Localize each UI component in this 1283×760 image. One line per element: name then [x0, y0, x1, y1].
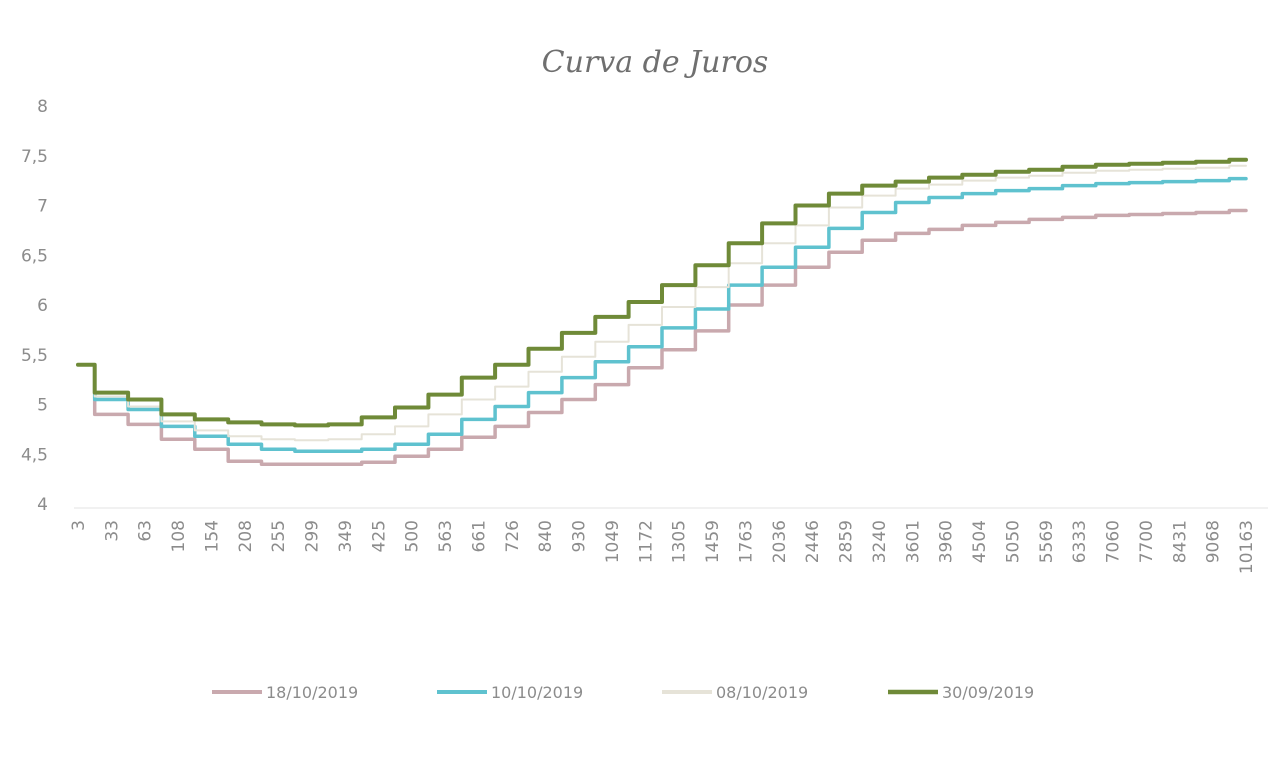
x-tick-label: 349 — [336, 520, 356, 552]
y-tick-label: 4 — [37, 495, 48, 515]
legend-label: 08/10/2019 — [716, 683, 808, 702]
x-tick-label: 1049 — [603, 520, 623, 563]
x-tick-label: 500 — [403, 520, 423, 552]
y-tick-label: 7,5 — [21, 147, 48, 167]
x-tick-label: 3240 — [870, 520, 890, 563]
y-tick-label: 5,5 — [21, 346, 48, 366]
x-tick-label: 563 — [436, 520, 456, 552]
x-tick-label: 154 — [202, 520, 222, 552]
y-tick-label: 5 — [37, 396, 48, 416]
y-tick-label: 6 — [37, 296, 48, 316]
x-tick-label: 3 — [69, 520, 89, 531]
x-tick-label: 2446 — [803, 520, 823, 563]
x-tick-label: 1305 — [670, 520, 690, 563]
x-tick-label: 1172 — [636, 520, 656, 563]
legend-label: 30/09/2019 — [942, 683, 1034, 702]
x-tick-label: 8431 — [1170, 520, 1190, 563]
x-tick-label: 1459 — [703, 520, 723, 563]
x-tick-label: 108 — [169, 520, 189, 552]
series-line-30-09-2019 — [76, 157, 1248, 428]
y-tick-label: 4,5 — [21, 445, 48, 465]
x-tick-label: 10163 — [1237, 520, 1257, 574]
y-axis: 8 7,5 7 6,5 6 5,5 5 4,5 4 — [21, 97, 48, 515]
x-tick-label: 3601 — [903, 520, 923, 563]
x-tick-label: 5569 — [1037, 520, 1057, 563]
x-tick-label: 661 — [469, 520, 489, 552]
x-tick-label: 299 — [303, 520, 323, 552]
x-tick-label: 3960 — [937, 520, 957, 563]
x-tick-label: 840 — [536, 520, 556, 552]
chart-title: Curva de Juros — [542, 45, 769, 80]
x-tick-label: 33 — [102, 520, 122, 542]
series-line-18-10-2019 — [76, 208, 1248, 466]
x-tick-label: 1763 — [736, 520, 756, 563]
x-tick-label: 4504 — [970, 520, 990, 563]
x-tick-label: 7060 — [1104, 520, 1124, 563]
x-tick-label: 726 — [503, 520, 523, 552]
x-tick-label: 255 — [269, 520, 289, 552]
x-tick-label: 208 — [236, 520, 256, 552]
x-tick-label: 2859 — [837, 520, 857, 563]
legend: 18/10/2019 10/10/2019 08/10/2019 30/09/2019 — [212, 683, 1034, 702]
legend-label: 18/10/2019 — [266, 683, 358, 702]
x-tick-label: 63 — [136, 520, 156, 542]
x-tick-label: 2036 — [770, 520, 790, 563]
x-tick-label: 5050 — [1003, 520, 1023, 563]
series-line-10-10-2019 — [76, 176, 1248, 454]
y-tick-label: 6,5 — [21, 246, 48, 266]
y-tick-label: 8 — [37, 97, 48, 117]
plot-area — [76, 157, 1248, 466]
legend-label: 10/10/2019 — [491, 683, 583, 702]
x-axis: 3 33 63 108 154 208 255 299 349 425 500 563 661 726 84… — [69, 507, 1268, 574]
x-tick-label: 930 — [570, 520, 590, 552]
x-tick-label: 6333 — [1070, 520, 1090, 563]
x-tick-label: 425 — [369, 520, 389, 552]
series-line-08-10-2019 — [77, 164, 1247, 442]
x-tick-label: 7700 — [1137, 520, 1157, 563]
y-tick-label: 7 — [37, 197, 48, 217]
x-tick-label: 9068 — [1204, 520, 1224, 563]
